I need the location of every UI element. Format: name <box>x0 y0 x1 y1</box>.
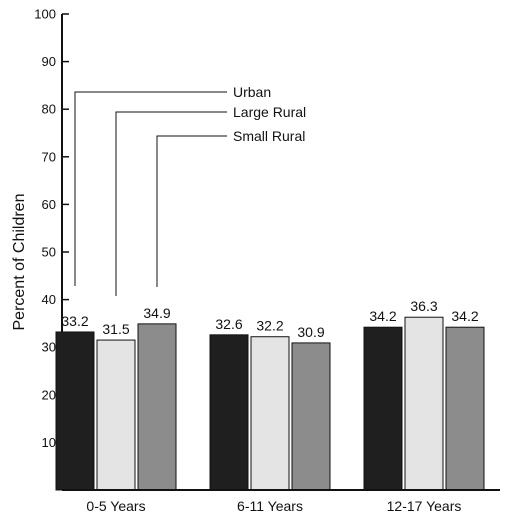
legend-label: Small Rural <box>233 128 305 144</box>
data-label: 32.6 <box>215 316 242 332</box>
data-label: 34.2 <box>369 308 396 324</box>
y-tick-label: 10 <box>42 435 56 450</box>
x-tick-label: 6-11 Years <box>237 498 303 514</box>
value-labels: 33.2 31.5 34.9 32.6 32.2 30.9 34.2 36.3 34.2 <box>61 298 478 340</box>
legend-label: Urban <box>233 84 271 100</box>
y-axis: 10 20 30 40 50 60 70 80 90 100 <box>34 7 69 490</box>
x-tick-label: 0-5 Years <box>86 498 145 514</box>
data-label: 34.2 <box>451 308 478 324</box>
legend-callout-line <box>74 91 227 286</box>
y-tick-label: 70 <box>42 149 56 164</box>
bars <box>55 316 485 491</box>
y-tick-label: 60 <box>42 197 56 212</box>
legend: Urban Large Rural Small Rural <box>74 84 306 296</box>
bar-urban <box>55 331 95 491</box>
y-tick-label: 30 <box>42 340 56 355</box>
data-label: 32.2 <box>256 318 283 334</box>
bar-large-rural <box>96 339 136 491</box>
y-tick-label: 40 <box>42 292 56 307</box>
data-label: 36.3 <box>410 298 437 314</box>
y-tick-label: 20 <box>42 387 56 402</box>
y-axis-title: Percent of Children <box>11 194 28 331</box>
x-tick-label: 12-17 Years <box>387 498 462 514</box>
data-label: 34.9 <box>143 305 170 321</box>
bar-small-rural <box>291 342 331 491</box>
bar-small-rural <box>445 326 485 491</box>
bar-large-rural <box>250 336 290 491</box>
bar-large-rural <box>404 316 444 491</box>
y-tick-label: 90 <box>42 54 56 69</box>
bar-urban <box>363 326 403 491</box>
bar-small-rural <box>137 323 177 491</box>
bar-urban <box>209 334 249 491</box>
data-label: 33.2 <box>61 313 88 329</box>
legend-callout-line <box>156 135 227 287</box>
data-label: 30.9 <box>297 324 324 340</box>
data-label: 31.5 <box>102 321 129 337</box>
legend-callout-line <box>115 111 227 296</box>
y-tick-label: 80 <box>42 102 56 117</box>
y-tick-label: 100 <box>34 7 56 22</box>
x-axis: 0-5 Years 6-11 Years 12-17 Years <box>62 489 500 514</box>
legend-label: Large Rural <box>233 104 306 120</box>
y-tick-label: 50 <box>42 245 56 260</box>
